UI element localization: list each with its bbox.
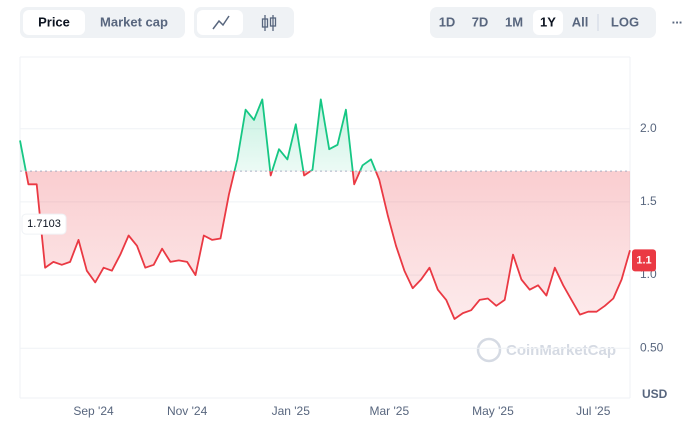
currency-label: USD: [642, 387, 668, 401]
market-cap-button[interactable]: Market cap: [100, 14, 168, 29]
x-tick-label: Mar '25: [370, 404, 410, 418]
x-tick-label: Jan '25: [272, 404, 311, 418]
y-tick-label: 2.0: [640, 121, 657, 135]
x-tick-label: Jul '25: [576, 404, 611, 418]
area: [20, 99, 630, 320]
range-button[interactable]: All: [572, 14, 589, 29]
log-button[interactable]: LOG: [611, 14, 639, 29]
price-button[interactable]: Price: [38, 14, 70, 29]
range-button[interactable]: 1M: [505, 14, 523, 29]
selected-pill: [23, 10, 85, 35]
price-tag-label: 1.1: [636, 254, 651, 266]
price-line: [19, 98, 631, 320]
more-button[interactable]: ...: [672, 11, 683, 26]
line-chart-icon[interactable]: [212, 15, 230, 30]
x-tick-label: Nov '24: [167, 404, 208, 418]
candle-chart-icon[interactable]: [261, 15, 277, 31]
range-button[interactable]: 1Y: [540, 14, 556, 29]
x-tick-label: Sep '24: [73, 404, 114, 418]
price-tag: [632, 249, 656, 272]
selected-pill: [533, 10, 563, 35]
watermark-logo: [476, 337, 502, 363]
watermark: CoinMarketCap: [506, 342, 616, 359]
y-tick-label: 1.5: [640, 194, 657, 208]
baseline-label: 1.7103: [27, 218, 61, 230]
baseline-tag: [21, 213, 67, 235]
range-button[interactable]: 7D: [472, 14, 489, 29]
range-button[interactable]: 1D: [439, 14, 456, 29]
x-tick-label: May '25: [472, 404, 514, 418]
y-tick-label: 0.50: [640, 340, 664, 354]
